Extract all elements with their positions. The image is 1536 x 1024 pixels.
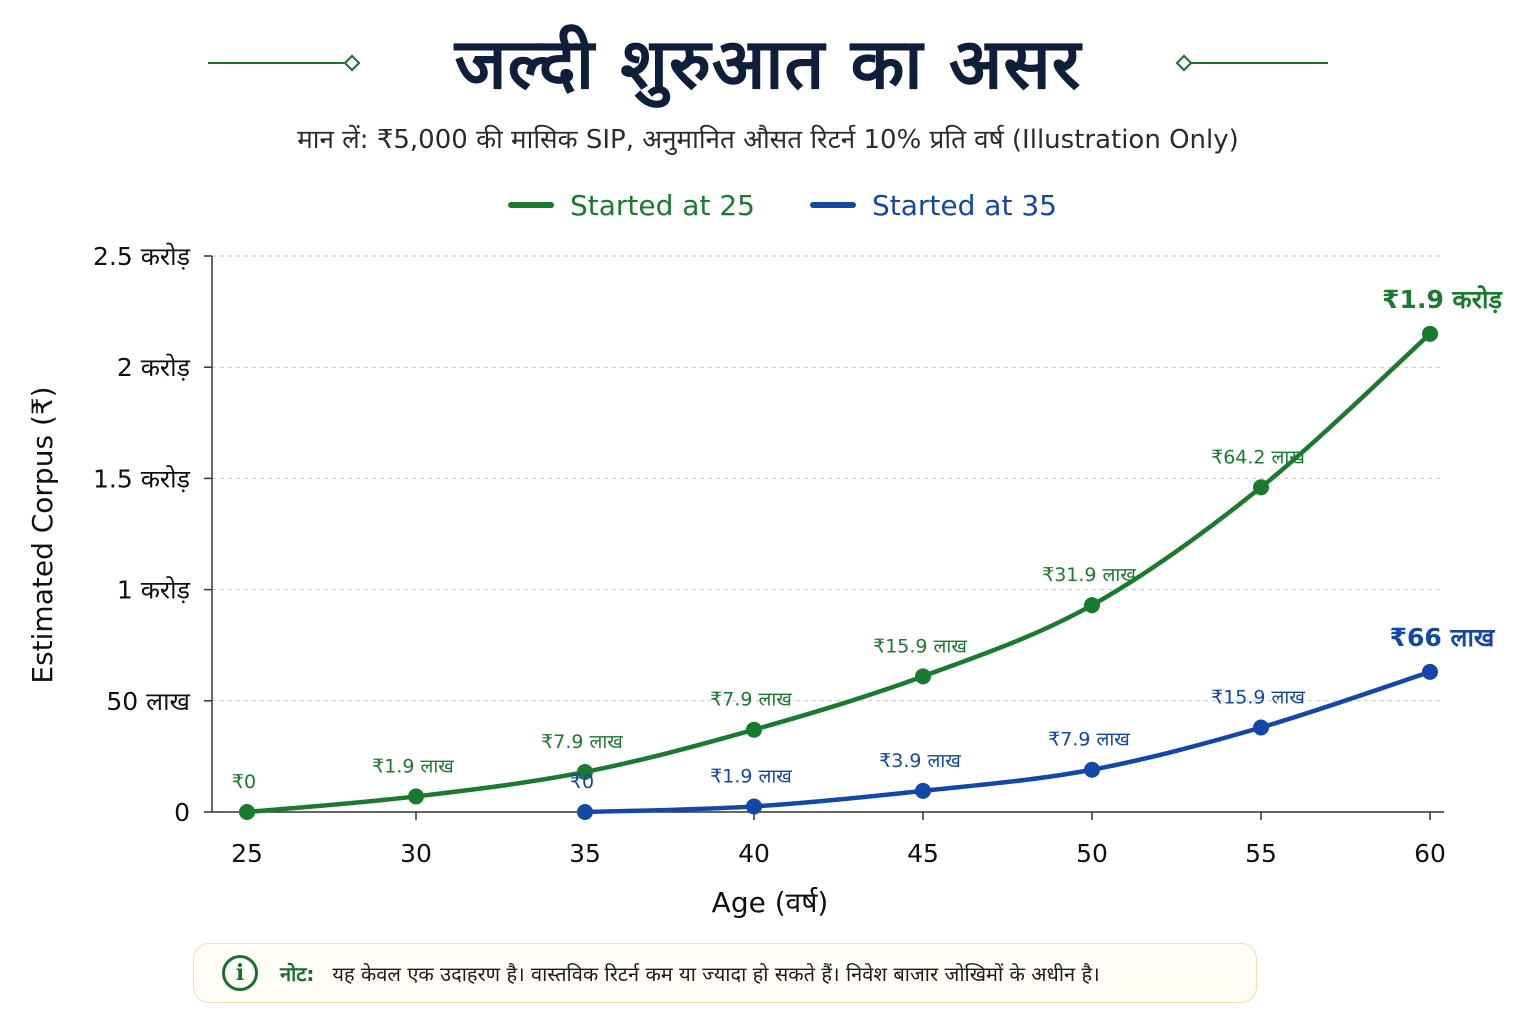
data-point [408,788,424,805]
x-axis-title: Age (वर्ष) [712,886,829,919]
info-icon: i [222,955,258,991]
data-label: ₹7.9 लाख [541,731,623,753]
x-tick-label: 40 [738,839,770,868]
data-label: ₹0 [232,771,256,793]
x-tick-label: 55 [1245,839,1277,868]
legend-swatch-blue [810,202,856,208]
data-point [1422,325,1438,342]
note-text: यह केवल एक उदाहरण है। वास्तविक रिटर्न कम… [332,961,1100,986]
data-label: ₹15.9 लाख [1211,686,1305,708]
data-point [746,798,762,815]
data-point [746,721,762,738]
line-chart: 0 50 लाख 1 करोड़ 1.5 करोड़ 2 करोड़ 2.5 करोड़ 2… [26,242,1503,919]
y-tick-label: 1.5 करोड़ [93,464,191,493]
chart-title: जल्दी शुरुआत का असर [454,23,1082,105]
legend-item-started-35: Started at 35 [810,188,1057,222]
data-point [1084,597,1100,614]
data-point [915,668,931,685]
legend-item-started-25: Started at 25 [508,188,755,222]
x-tick-label: 35 [569,839,601,868]
x-tick-label: 50 [1076,839,1108,868]
x-tick-label: 30 [400,839,432,868]
x-tick-label: 25 [231,839,263,868]
legend-swatch-green [508,202,554,208]
y-tick-label: 0 [174,798,190,827]
series-line-started-35 [582,669,1433,815]
y-tick-label: 2.5 करोड़ [93,242,191,271]
data-label: ₹31.9 लाख [1042,564,1136,586]
series-line-started-25 [244,331,1433,815]
title-decor-line-left [208,62,348,64]
data-label: ₹0 [570,771,594,793]
data-point [577,763,593,780]
data-point [1253,719,1269,736]
legend-label-started-35: Started at 35 [872,188,1057,222]
y-tick-label: 1 करोड़ [117,576,191,605]
data-label: ₹1.9 करोड़ [1382,285,1503,314]
x-tick-label: 60 [1414,839,1446,868]
data-label: ₹66 लाख [1390,623,1496,652]
data-point [239,804,255,820]
data-label: ₹64.2 लाख [1211,446,1305,468]
data-point [1253,479,1269,496]
note-label: नोट: [280,961,315,986]
data-label: ₹3.9 लाख [879,750,961,772]
disclaimer-note: i नोट: यह केवल एक उदाहरण है। वास्तविक रि… [193,943,1257,1003]
legend-label-started-25: Started at 25 [570,188,755,222]
data-point [1084,761,1100,778]
data-label: ₹1.9 लाख [710,765,792,787]
x-tick-label: 45 [907,839,939,868]
data-label: ₹7.9 लाख [710,689,792,711]
chart-subtitle: मान लें: ₹5,000 की मासिक SIP, अनुमानित औ… [297,125,1239,155]
y-axis-title: Estimated Corpus (₹) [26,386,59,683]
data-point [915,782,931,799]
data-label: ₹7.9 लाख [1048,729,1130,751]
y-tick-label: 2 करोड़ [117,353,191,382]
title-decor-line-right [1190,62,1328,64]
data-point [577,804,593,820]
data-point [1422,663,1438,680]
y-tick-label: 50 लाख [106,687,190,716]
data-label: ₹15.9 लाख [873,635,967,657]
data-label: ₹1.9 लाख [372,755,454,777]
